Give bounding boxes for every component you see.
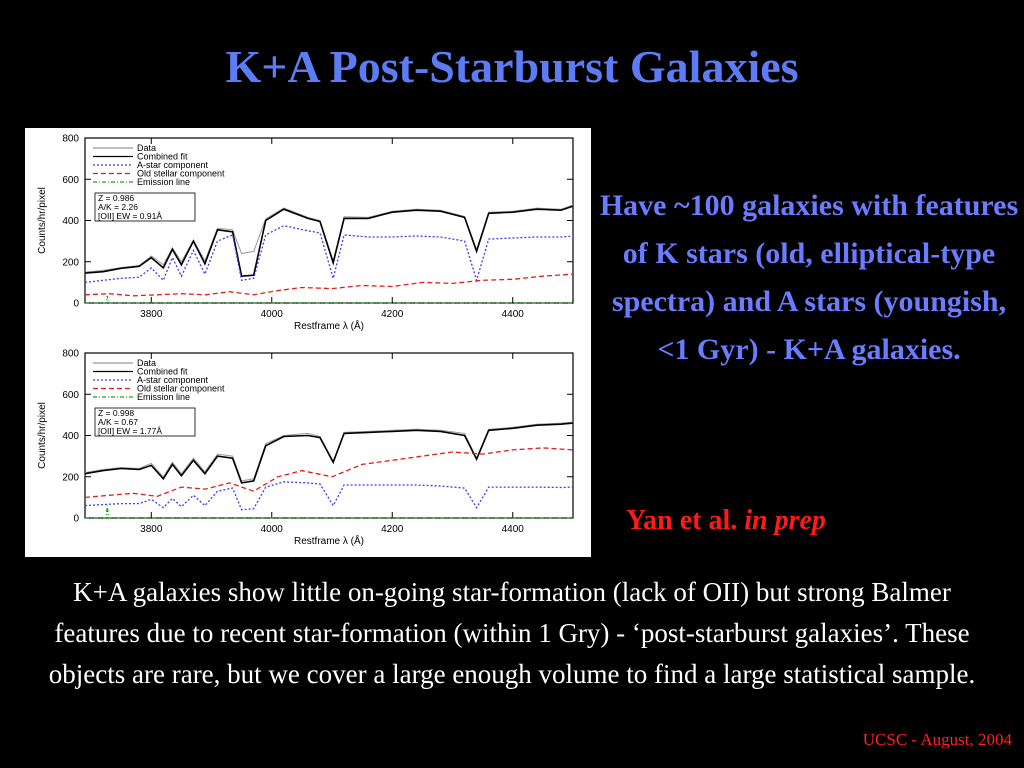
legend-entry: Combined fit (137, 367, 188, 377)
legend-entry: Data (137, 358, 156, 368)
legend-entry: A-star component (137, 375, 209, 385)
legend-entry: Old stellar component (137, 169, 225, 179)
y-tick-label: 800 (62, 349, 79, 360)
legend-entry: A-star component (137, 160, 209, 170)
series-line-a-star-component (84, 481, 574, 511)
y-tick-label: 0 (73, 299, 79, 310)
series-line-old-stellar-component (84, 447, 574, 499)
x-tick-label: 4000 (261, 309, 284, 320)
annotation-text: [OII] EW = 0.91Å (98, 211, 162, 221)
y-tick-label: 200 (62, 257, 79, 268)
citation: Yan et al. in prep (626, 505, 826, 537)
y-axis-label: Counts/hr/pixel (37, 187, 48, 254)
spectrum-panel-2: 0 200 400 600 800 3800 4000 4200 4400 Restframe λ… (37, 349, 574, 547)
series-line-combined-fit (84, 422, 574, 484)
y-tick-label: 600 (62, 175, 79, 186)
footer-text: UCSC - August, 2004 (862, 730, 1012, 749)
x-tick-label: 4400 (502, 524, 525, 535)
legend-entry: Data (137, 143, 156, 153)
x-axis-label: Restframe λ (Å) (294, 534, 364, 547)
annotation-box (94, 407, 196, 437)
series-line-a-star-component (84, 225, 574, 284)
legend-entry: Combined fit (137, 152, 188, 162)
annotation-text: Z = 0.986 (98, 193, 134, 203)
summary-text: Have ~100 galaxies with features of K st… (599, 189, 1019, 366)
x-tick-label: 4200 (381, 309, 404, 320)
y-tick-label: 600 (62, 390, 79, 401)
y-tick-label: 800 (62, 134, 79, 145)
x-axis-label: Restframe λ (Å) (294, 319, 364, 332)
y-tick-label: 400 (62, 216, 79, 227)
annotation-text: Z = 0.998 (98, 408, 134, 418)
series-line-emission-line (85, 505, 573, 519)
annotation-box (94, 192, 196, 222)
series-line-combined-fit (84, 205, 574, 278)
x-tick-label: 3800 (140, 524, 163, 535)
x-tick-label: 4200 (381, 524, 404, 535)
legend-entry: Emission line (137, 392, 190, 402)
y-tick-label: 200 (62, 472, 79, 483)
slide-title: K+A Post-Starburst Galaxies (225, 41, 799, 92)
legend-entry: Old stellar component (137, 384, 225, 394)
annotation-text: [OII] EW = 1.77Å (98, 426, 162, 436)
y-tick-label: 400 (62, 431, 79, 442)
legend-entry: Emission line (137, 177, 190, 187)
citation-authors: Yan et al. (626, 505, 738, 536)
y-tick-label: 0 (73, 514, 79, 525)
spectra-figure: 0 200 400 600 800 3800 4000 4200 4400 Restframe λ… (25, 128, 591, 557)
x-tick-label: 4400 (502, 309, 525, 320)
x-tick-label: 4000 (261, 524, 284, 535)
citation-status: in prep (744, 505, 826, 536)
spectrum-panel-1: 0 200 400 600 800 3800 4000 4200 4400 Restframe λ… (37, 134, 574, 332)
body-paragraph: K+A galaxies show little on-going star-f… (48, 577, 976, 689)
y-axis-label: Counts/hr/pixel (37, 402, 48, 469)
series-line-emission-line (85, 295, 573, 304)
series-line-old-stellar-component (84, 273, 574, 297)
annotation-text: A/K = 2.26 (98, 202, 138, 212)
annotation-text: A/K = 0.67 (98, 417, 138, 427)
x-tick-label: 3800 (140, 309, 163, 320)
